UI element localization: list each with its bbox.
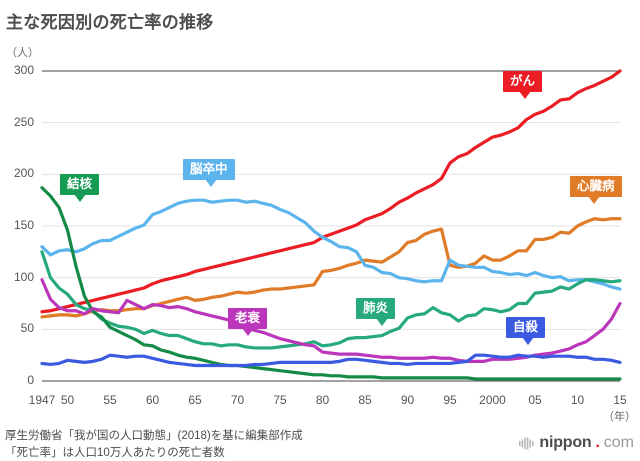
series-line-cancer xyxy=(40,69,622,314)
x-axis-unit-label: （年） xyxy=(603,411,636,423)
series-line-pneumonia xyxy=(40,250,622,350)
y-axis-tick-label: 100 xyxy=(13,269,34,284)
callout-tail xyxy=(376,318,388,327)
callout-tail xyxy=(588,196,600,205)
x-axis-tick-label: 2000 xyxy=(479,393,506,407)
callout-label: がん xyxy=(510,74,536,88)
callout-label: 脳卒中 xyxy=(190,162,228,176)
callout-tail xyxy=(205,179,217,188)
y-axis-unit-label: （人） xyxy=(6,47,39,59)
callout-label: 老衰 xyxy=(235,311,261,325)
x-axis-tick-label: 15 xyxy=(613,393,627,407)
callout-cancer: がん xyxy=(503,71,543,100)
brand-suffix: com xyxy=(603,434,634,451)
callout-tail xyxy=(242,328,254,337)
brand-name: nippon xyxy=(539,434,592,451)
callout-tuberculosis: 結核 xyxy=(60,174,100,203)
callout-label: 肺炎 xyxy=(363,301,389,315)
x-axis-tick-label: 80 xyxy=(315,393,330,407)
series-line-senility xyxy=(40,278,622,363)
callout-label: 結核 xyxy=(67,177,93,191)
y-axis-tick-label: 300 xyxy=(13,63,34,77)
callout-suicide: 自殺 xyxy=(506,317,546,346)
x-axis-tick-label: 65 xyxy=(188,393,202,407)
source-note-line1: 厚生労働省「我が国の人口動態」(2018)を基に編集部作成 xyxy=(5,430,303,442)
brand-dot: . xyxy=(595,434,600,451)
y-axis-tick-label: 250 xyxy=(13,114,34,129)
series-line-suicide xyxy=(40,353,622,368)
callout-label: 心臓病 xyxy=(577,179,615,193)
y-axis-tick-label: 200 xyxy=(13,166,34,181)
page-title: 主な死因別の死亡率の推移 xyxy=(6,13,214,32)
x-axis-tick-label: 90 xyxy=(400,393,415,407)
callout-stroke: 脳卒中 xyxy=(183,159,235,188)
series-line-heart-disease xyxy=(40,217,622,319)
x-axis-tick-label: 1947 xyxy=(28,393,56,407)
source-note-line2: 「死亡率」は人口10万人あたりの死亡者数 xyxy=(5,446,225,459)
source-note: 厚生労働省「我が国の人口動態」(2018)を基に編集部作成 「死亡率」は人口10… xyxy=(5,428,303,461)
y-axis-tick-label: 0 xyxy=(27,373,34,387)
series-line-stroke xyxy=(40,198,622,291)
callout-pneumonia: 肺炎 xyxy=(356,298,396,327)
callout-label: 自殺 xyxy=(513,320,539,334)
series-line-tuberculosis xyxy=(40,186,622,381)
callout-senility: 老衰 xyxy=(228,308,268,337)
callout-tail xyxy=(519,91,531,100)
x-axis-tick-label: 95 xyxy=(443,393,457,407)
x-axis-tick-label: 75 xyxy=(273,393,287,407)
callout-heart: 心臓病 xyxy=(570,176,622,205)
x-axis-tick-label: 05 xyxy=(528,393,542,407)
y-axis-tick-label: 150 xyxy=(13,218,34,232)
x-axis-tick-label: 70 xyxy=(230,393,245,407)
callout-tail xyxy=(74,194,86,203)
x-axis-tick-label: 10 xyxy=(570,393,585,407)
bars-icon xyxy=(519,437,535,450)
x-axis-tick-label: 55 xyxy=(103,393,117,407)
nippon-logo: nippon. com xyxy=(519,434,634,452)
x-axis-tick-label: 50 xyxy=(60,393,75,407)
x-axis-tick-label: 85 xyxy=(358,393,372,407)
y-axis-tick-label: 50 xyxy=(20,321,34,336)
callout-tail xyxy=(522,337,534,346)
x-axis-tick-label: 60 xyxy=(145,393,160,407)
